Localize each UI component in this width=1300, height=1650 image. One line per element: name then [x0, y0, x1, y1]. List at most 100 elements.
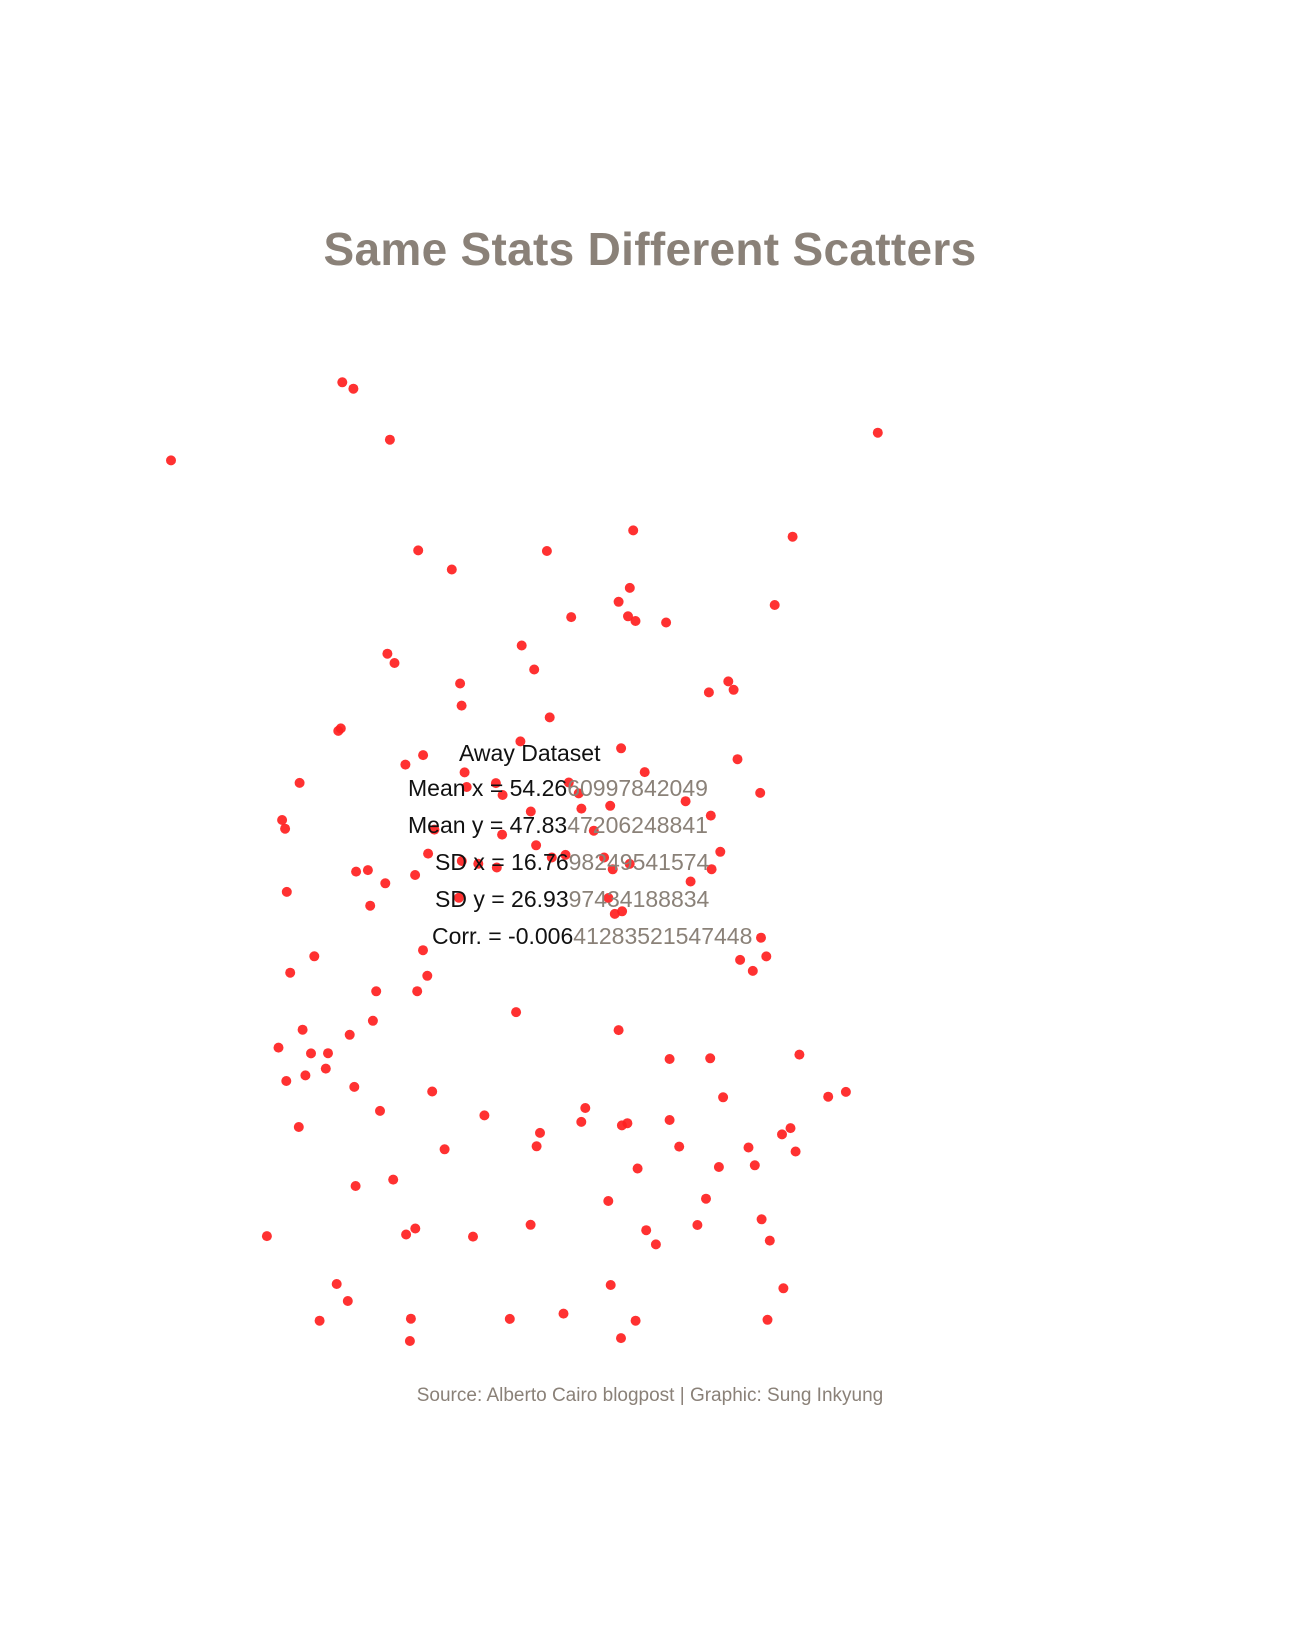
data-point: [314, 1315, 325, 1326]
data-point: [404, 1336, 415, 1346]
data-point: [410, 870, 421, 880]
data-point: [664, 1054, 675, 1064]
data-point: [281, 886, 292, 897]
data-point: [703, 687, 714, 698]
stat-mean-y: Mean y = 47.8347206248841: [408, 814, 708, 837]
data-point: [674, 1141, 685, 1152]
chart-title: Same Stats Different Scatters: [323, 223, 977, 275]
data-point: [723, 676, 734, 687]
data-point: [560, 849, 571, 860]
data-point: [605, 800, 616, 811]
data-point: [609, 908, 620, 919]
data-point: [761, 951, 772, 962]
data-point: [756, 932, 766, 943]
stat-mean-y-rest: 47206248841: [567, 812, 708, 838]
data-point: [273, 1042, 284, 1053]
data-point: [566, 612, 577, 623]
stat-corr-label: Corr. = -0.006: [432, 923, 574, 949]
data-point: [455, 678, 466, 689]
dataset-name: Away Dataset: [459, 740, 601, 766]
data-point: [790, 1146, 801, 1157]
data-point: [580, 1103, 591, 1113]
data-point: [515, 736, 526, 747]
data-point: [632, 1163, 643, 1174]
data-point: [546, 852, 557, 863]
data-point: [544, 712, 555, 723]
data-point: [680, 796, 691, 807]
stat-mean-y-label: Mean y = 47.83: [408, 812, 568, 838]
data-point: [525, 806, 536, 817]
data-point: [535, 1127, 545, 1138]
data-point: [306, 1048, 316, 1059]
data-point: [410, 1223, 421, 1234]
data-point: [490, 778, 501, 789]
data-point: [350, 1181, 361, 1191]
data-point: [423, 848, 434, 859]
data-point: [389, 658, 400, 668]
data-point: [429, 824, 440, 835]
data-point: [497, 790, 508, 800]
stat-sd-y-rest: 97434188834: [568, 886, 710, 912]
data-point: [541, 546, 552, 556]
data-point: [705, 810, 716, 821]
data-point: [641, 1225, 652, 1236]
data-point: [661, 617, 672, 628]
data-point: [624, 582, 635, 593]
data-point: [456, 700, 467, 711]
data-point: [362, 865, 373, 876]
data-point: [573, 788, 584, 799]
data-point: [685, 876, 696, 887]
data-point: [382, 648, 393, 659]
data-point: [453, 892, 464, 903]
stat-sd-y: SD y = 26.9397434188834: [435, 888, 709, 911]
data-point: [529, 664, 540, 675]
data-point: [588, 825, 599, 836]
data-point: [342, 1296, 353, 1306]
data-point: [616, 1333, 626, 1344]
data-point: [351, 866, 362, 877]
data-point: [718, 1092, 729, 1103]
data-point: [603, 1196, 614, 1206]
data-point: [749, 1160, 760, 1171]
stat-mean-x-rest: 60997842049: [567, 775, 708, 801]
data-point: [531, 1141, 542, 1152]
data-point: [743, 1142, 754, 1153]
data-point: [823, 1091, 834, 1102]
data-point: [706, 864, 717, 875]
data-point: [456, 856, 467, 866]
data-point: [762, 1314, 773, 1325]
data-point: [309, 951, 320, 962]
data-point: [613, 596, 624, 607]
data-point: [558, 1308, 569, 1319]
data-point: [525, 1219, 536, 1230]
data-point: [692, 1220, 703, 1230]
data-point: [639, 767, 650, 778]
data-point: [785, 1123, 796, 1134]
data-point: [650, 1239, 661, 1250]
data-point: [777, 1129, 787, 1140]
data-point: [375, 1105, 385, 1116]
data-point: [427, 1086, 438, 1097]
data-point: [418, 945, 428, 956]
data-point: [715, 846, 726, 857]
scatter-points: [166, 377, 883, 1346]
data-point: [349, 1081, 360, 1092]
data-point: [285, 967, 296, 978]
data-point: [622, 1118, 633, 1129]
data-point: [400, 759, 411, 770]
data-point: [468, 1231, 478, 1242]
data-point: [623, 611, 633, 622]
data-point: [335, 723, 346, 734]
data-point: [713, 1162, 724, 1172]
stat-corr-rest: 41283521547448: [573, 923, 753, 949]
data-point: [840, 1086, 851, 1097]
stat-corr: Corr. = -0.00641283521547448: [432, 925, 752, 948]
data-point: [630, 616, 641, 626]
stat-sd-x-label: SD x = 16.76: [435, 849, 569, 875]
data-point: [603, 893, 614, 903]
data-point: [459, 767, 470, 778]
data-point: [511, 1007, 522, 1018]
data-point: [320, 1063, 331, 1074]
stat-sd-x-rest: 98249541574: [568, 849, 710, 875]
